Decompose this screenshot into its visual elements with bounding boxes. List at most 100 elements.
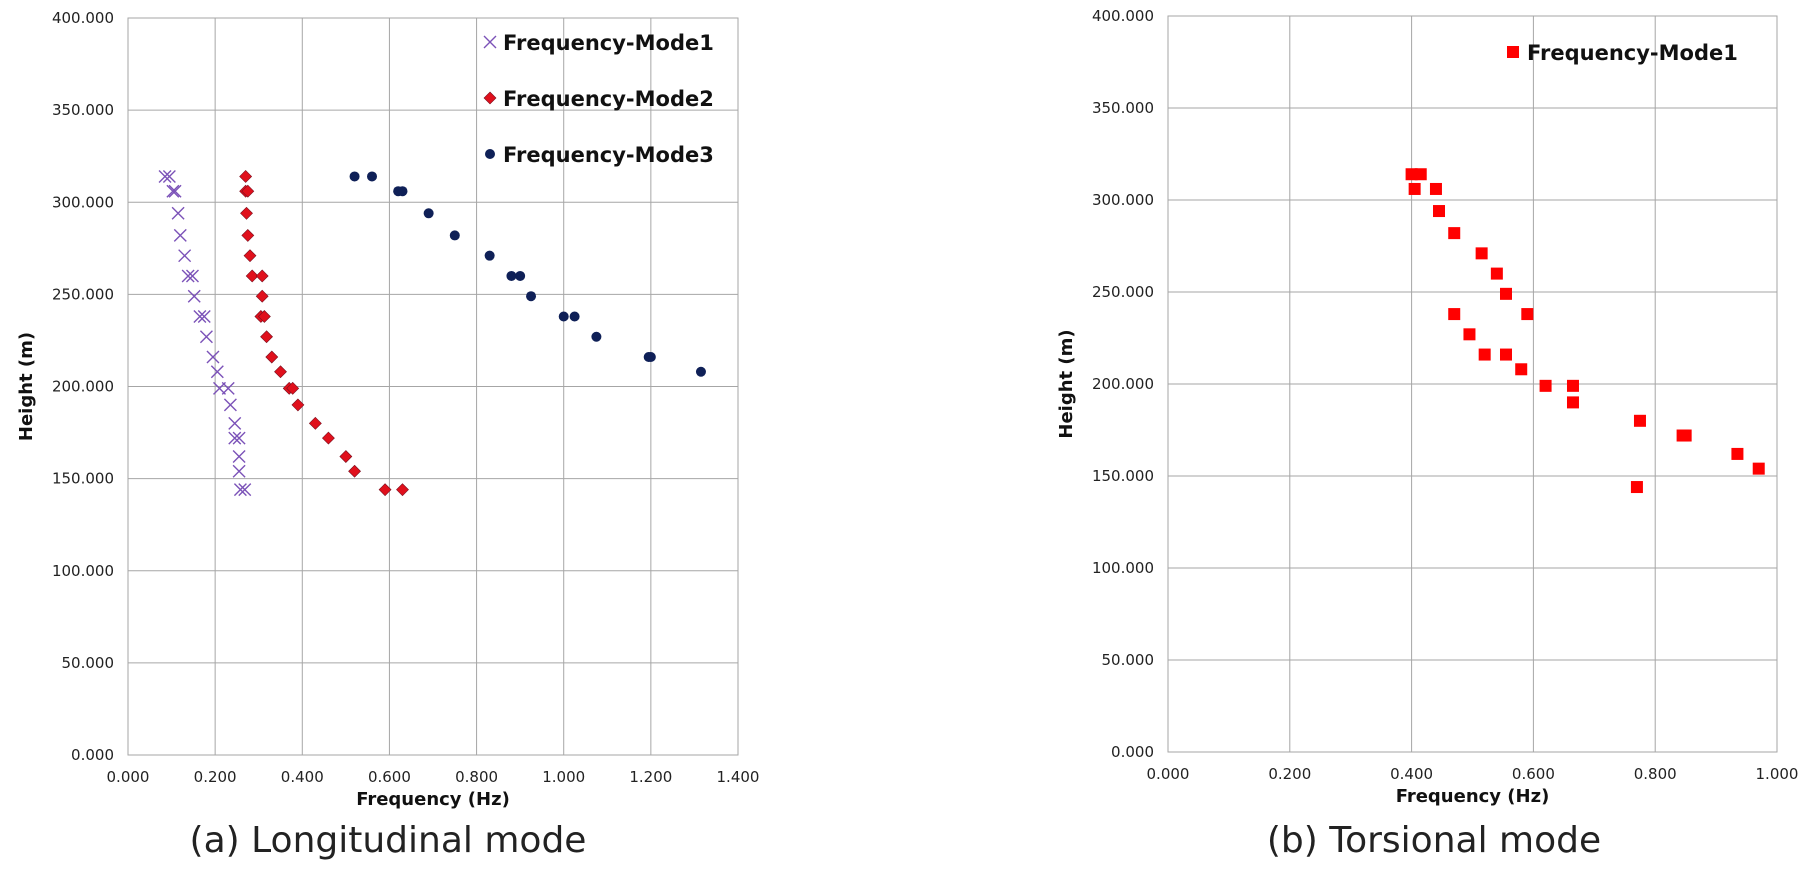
data-point: [260, 330, 273, 344]
data-point: [1499, 348, 1512, 361]
x-tick-label: 0.000: [1147, 765, 1190, 783]
data-point: [181, 269, 195, 283]
data-point: [158, 169, 172, 183]
y-tick-label: 300.000: [1092, 191, 1154, 209]
data-point: [210, 365, 224, 379]
data-point: [162, 169, 176, 183]
data-point: [484, 250, 495, 261]
x-tick-label: 0.400: [281, 768, 324, 786]
data-point: [238, 483, 252, 497]
chart-caption: (b) Torsional mode: [1267, 820, 1601, 861]
data-point: [339, 450, 353, 463]
data-point: [221, 381, 235, 395]
legend-marker: [485, 149, 495, 159]
data-point: [255, 269, 269, 283]
legend-marker: [1507, 46, 1519, 58]
x-tick-label: 1.200: [629, 768, 672, 786]
x-tick-label: 0.200: [194, 768, 237, 786]
data-point: [291, 398, 305, 412]
data-point: [206, 350, 220, 364]
series-frequency-mode3: [349, 171, 706, 377]
data-point: [397, 186, 408, 197]
data-point: [591, 331, 602, 342]
data-point: [1566, 379, 1579, 392]
data-point: [185, 269, 199, 283]
y-tick-label: 50.000: [62, 654, 115, 672]
y-tick-label: 50.000: [1102, 651, 1155, 669]
data-point: [223, 398, 237, 412]
legend: Frequency-Mode1: [1507, 41, 1738, 65]
data-point: [241, 228, 255, 242]
x-tick-label: 0.800: [1634, 765, 1677, 783]
data-point: [1448, 227, 1461, 240]
data-point: [233, 483, 247, 497]
data-point: [1521, 308, 1534, 321]
data-point: [1478, 348, 1491, 361]
data-point: [695, 366, 706, 377]
data-point: [1475, 247, 1488, 260]
data-point: [239, 170, 253, 183]
data-point: [396, 483, 409, 497]
y-tick-label: 250.000: [52, 285, 114, 303]
data-point: [515, 270, 526, 281]
legend-label: Frequency-Mode1: [503, 31, 714, 55]
x-tick-label: 1.000: [1756, 765, 1799, 783]
series-frequency-mode1: [1405, 168, 1765, 494]
data-point: [245, 269, 259, 283]
data-point: [197, 309, 211, 323]
series-frequency-mode1: [158, 169, 252, 497]
x-tick-label: 0.600: [1512, 765, 1555, 783]
data-point: [168, 184, 182, 198]
data-point: [228, 416, 242, 430]
data-point: [187, 289, 201, 303]
longitudinal-mode-chart: 0.000 50.000 100.000 150.000 200.000 250.000 3…: [16, 9, 759, 861]
data-point: [526, 291, 537, 302]
data-point: [1490, 267, 1503, 280]
y-tick-label: 250.000: [1092, 283, 1154, 301]
legend: Frequency-Mode1 Frequency-Mode2 Frequency-…: [483, 31, 714, 167]
legend-marker: [483, 91, 497, 105]
legend-label: Frequency-Mode2: [503, 87, 714, 111]
y-tick-label: 350.000: [52, 101, 114, 119]
data-point: [193, 309, 207, 323]
data-point: [232, 450, 246, 464]
data-point: [232, 464, 246, 478]
data-point: [506, 270, 517, 281]
data-point: [449, 230, 460, 241]
data-point: [1630, 481, 1643, 494]
x-tick-label: 0.600: [368, 768, 411, 786]
data-point: [1433, 205, 1446, 218]
data-point: [1408, 182, 1421, 195]
data-point: [1448, 308, 1461, 321]
y-tick-label: 400.000: [52, 9, 114, 27]
data-point: [166, 184, 180, 198]
legend-label: Frequency-Mode1: [1527, 41, 1738, 65]
data-point: [1405, 168, 1418, 181]
legend-marker: [483, 35, 497, 49]
y-tick-label: 200.000: [52, 378, 114, 396]
data-point: [178, 249, 192, 263]
data-point: [423, 208, 434, 219]
x-tick-label: 1.000: [542, 768, 585, 786]
y-tick-label: 200.000: [1092, 375, 1154, 393]
y-tick-label: 150.000: [52, 470, 114, 488]
legend-label: Frequency-Mode3: [503, 143, 714, 167]
data-point: [348, 464, 361, 478]
data-point: [1499, 287, 1512, 300]
data-point: [645, 352, 656, 363]
y-axis-title: Height (m): [16, 332, 37, 441]
data-point: [308, 416, 322, 430]
y-tick-label: 300.000: [52, 193, 114, 211]
y-tick-label: 400.000: [1092, 7, 1154, 25]
y-tick-label: 100.000: [1092, 559, 1154, 577]
x-tick-label: 0.200: [1268, 765, 1311, 783]
chart-caption: (a) Longitudinal mode: [190, 820, 587, 861]
torsional-mode-chart: 0.000 50.000 100.000 150.000 200.000 250.000 3…: [1056, 7, 1798, 861]
series-frequency-mode2: [239, 170, 409, 497]
data-point: [558, 311, 569, 322]
data-point: [257, 310, 271, 323]
data-point: [173, 228, 187, 242]
data-point: [265, 350, 279, 364]
data-point: [1633, 414, 1646, 427]
data-point: [1463, 328, 1476, 341]
